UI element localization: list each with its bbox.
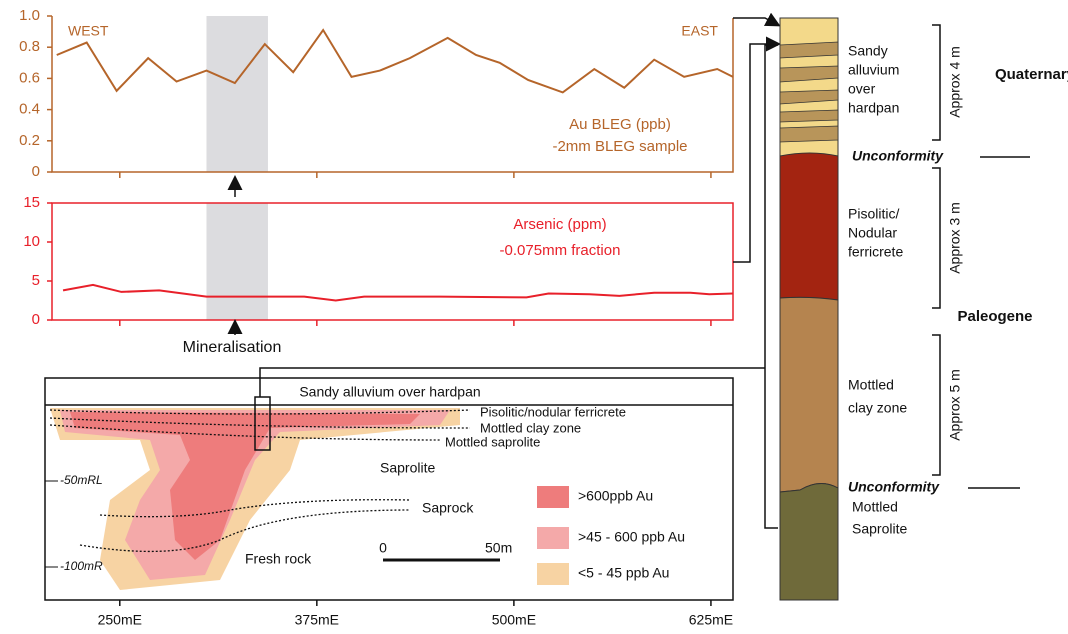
data-line: [57, 30, 733, 92]
y-tick-label: 15: [23, 194, 40, 211]
strat-column: Sandy alluvium over hardpan Pisolitic/ N…: [765, 18, 1068, 600]
unit-label: ferricrete: [848, 244, 903, 260]
layer: [780, 483, 838, 600]
annotation: Mineralisation: [183, 339, 282, 356]
unit-label: clay zone: [848, 400, 907, 416]
cross-section: Sandy alluvium over hardpan Pisolitic/no…: [45, 368, 765, 600]
unconformity-label: Unconformity: [848, 479, 940, 495]
unconformity-label: Unconformity: [852, 148, 944, 164]
series-label: Arsenic (ppm): [513, 216, 606, 233]
highlight-band: [206, 16, 267, 172]
figure: 0 0.2 0.4 0.6 0.8 1.0 WEST EAST Au BLEG (ppb) -2m…: [0, 0, 1068, 634]
thickness-label: Approx 3 m: [947, 202, 963, 274]
period-label: Quaternary: [995, 66, 1068, 83]
series-label: Au BLEG (ppb): [569, 116, 671, 133]
y-tick-label: 0: [32, 163, 40, 180]
unit-label: Sandy: [848, 43, 888, 59]
highlight-band: [206, 203, 267, 320]
legend-swatch: [537, 527, 569, 549]
depth-label: -50mRL: [60, 473, 103, 487]
y-tick-label: 0: [32, 311, 40, 328]
scale-label: 50m: [485, 540, 512, 556]
thickness-label: Approx 5 m: [947, 369, 963, 441]
connector-arrow: [733, 18, 778, 25]
layer: [780, 153, 838, 300]
zone-label: Saprolite: [380, 460, 435, 476]
unit-label: alluvium: [848, 62, 899, 78]
bracket: [932, 335, 940, 475]
unit-label: hardpan: [848, 100, 899, 116]
unit-label: Mottled: [852, 499, 898, 515]
y-tick-label: 0.6: [19, 69, 40, 86]
period-label: Paleogene: [957, 308, 1032, 325]
unit-label: Mottled: [848, 377, 894, 393]
legend-label: >600ppb Au: [578, 488, 653, 504]
x-tick-label: 500mE: [492, 612, 536, 628]
bracket: [932, 168, 940, 308]
connector-arrow: [733, 44, 778, 262]
page: 0 0.2 0.4 0.6 0.8 1.0 WEST EAST Au BLEG (ppb) -2m…: [0, 0, 1068, 634]
zone-label: Saprock: [422, 500, 474, 516]
series-label: -0.075mm fraction: [500, 242, 621, 259]
legend-swatch: [537, 486, 569, 508]
annotation: WEST: [68, 23, 109, 39]
x-tick-label: 625mE: [689, 612, 733, 628]
annotation: EAST: [681, 23, 718, 39]
unit-label: Nodular: [848, 225, 897, 241]
y-tick-label: 10: [23, 233, 40, 250]
x-tick-label: 250mE: [98, 612, 142, 628]
zone-label: Mottled saprolite: [445, 434, 540, 449]
bracket: [932, 25, 940, 140]
thickness-label: Approx 4 m: [947, 46, 963, 118]
y-tick-label: 0.2: [19, 132, 40, 149]
x-tick-label: 375mE: [295, 612, 339, 628]
axis-frame: [52, 203, 733, 320]
unit-label: Saprolite: [852, 521, 907, 537]
legend-swatch: [537, 563, 569, 585]
zone-label: Fresh rock: [245, 551, 312, 567]
y-tick-label: 5: [32, 272, 40, 289]
unit-label: over: [848, 81, 876, 97]
scale-label: 0: [379, 540, 387, 556]
zone-label: Mottled clay zone: [480, 420, 581, 435]
y-tick-label: 1.0: [19, 7, 40, 24]
bracket: [765, 45, 778, 528]
data-line: [63, 285, 733, 301]
y-tick-label: 0.4: [19, 101, 40, 118]
legend-label: <5 - 45 ppb Au: [578, 565, 669, 581]
y-tick-label: 0.8: [19, 38, 40, 55]
section-title: Sandy alluvium over hardpan: [299, 384, 480, 400]
layer: [780, 297, 838, 492]
series-label: -2mm BLEG sample: [552, 138, 687, 155]
zone-label: Pisolitic/nodular ferricrete: [480, 404, 626, 419]
unit-label: Pisolitic/: [848, 206, 899, 222]
depth-label: -100mR: [60, 559, 103, 573]
legend-label: >45 - 600 ppb Au: [578, 529, 685, 545]
